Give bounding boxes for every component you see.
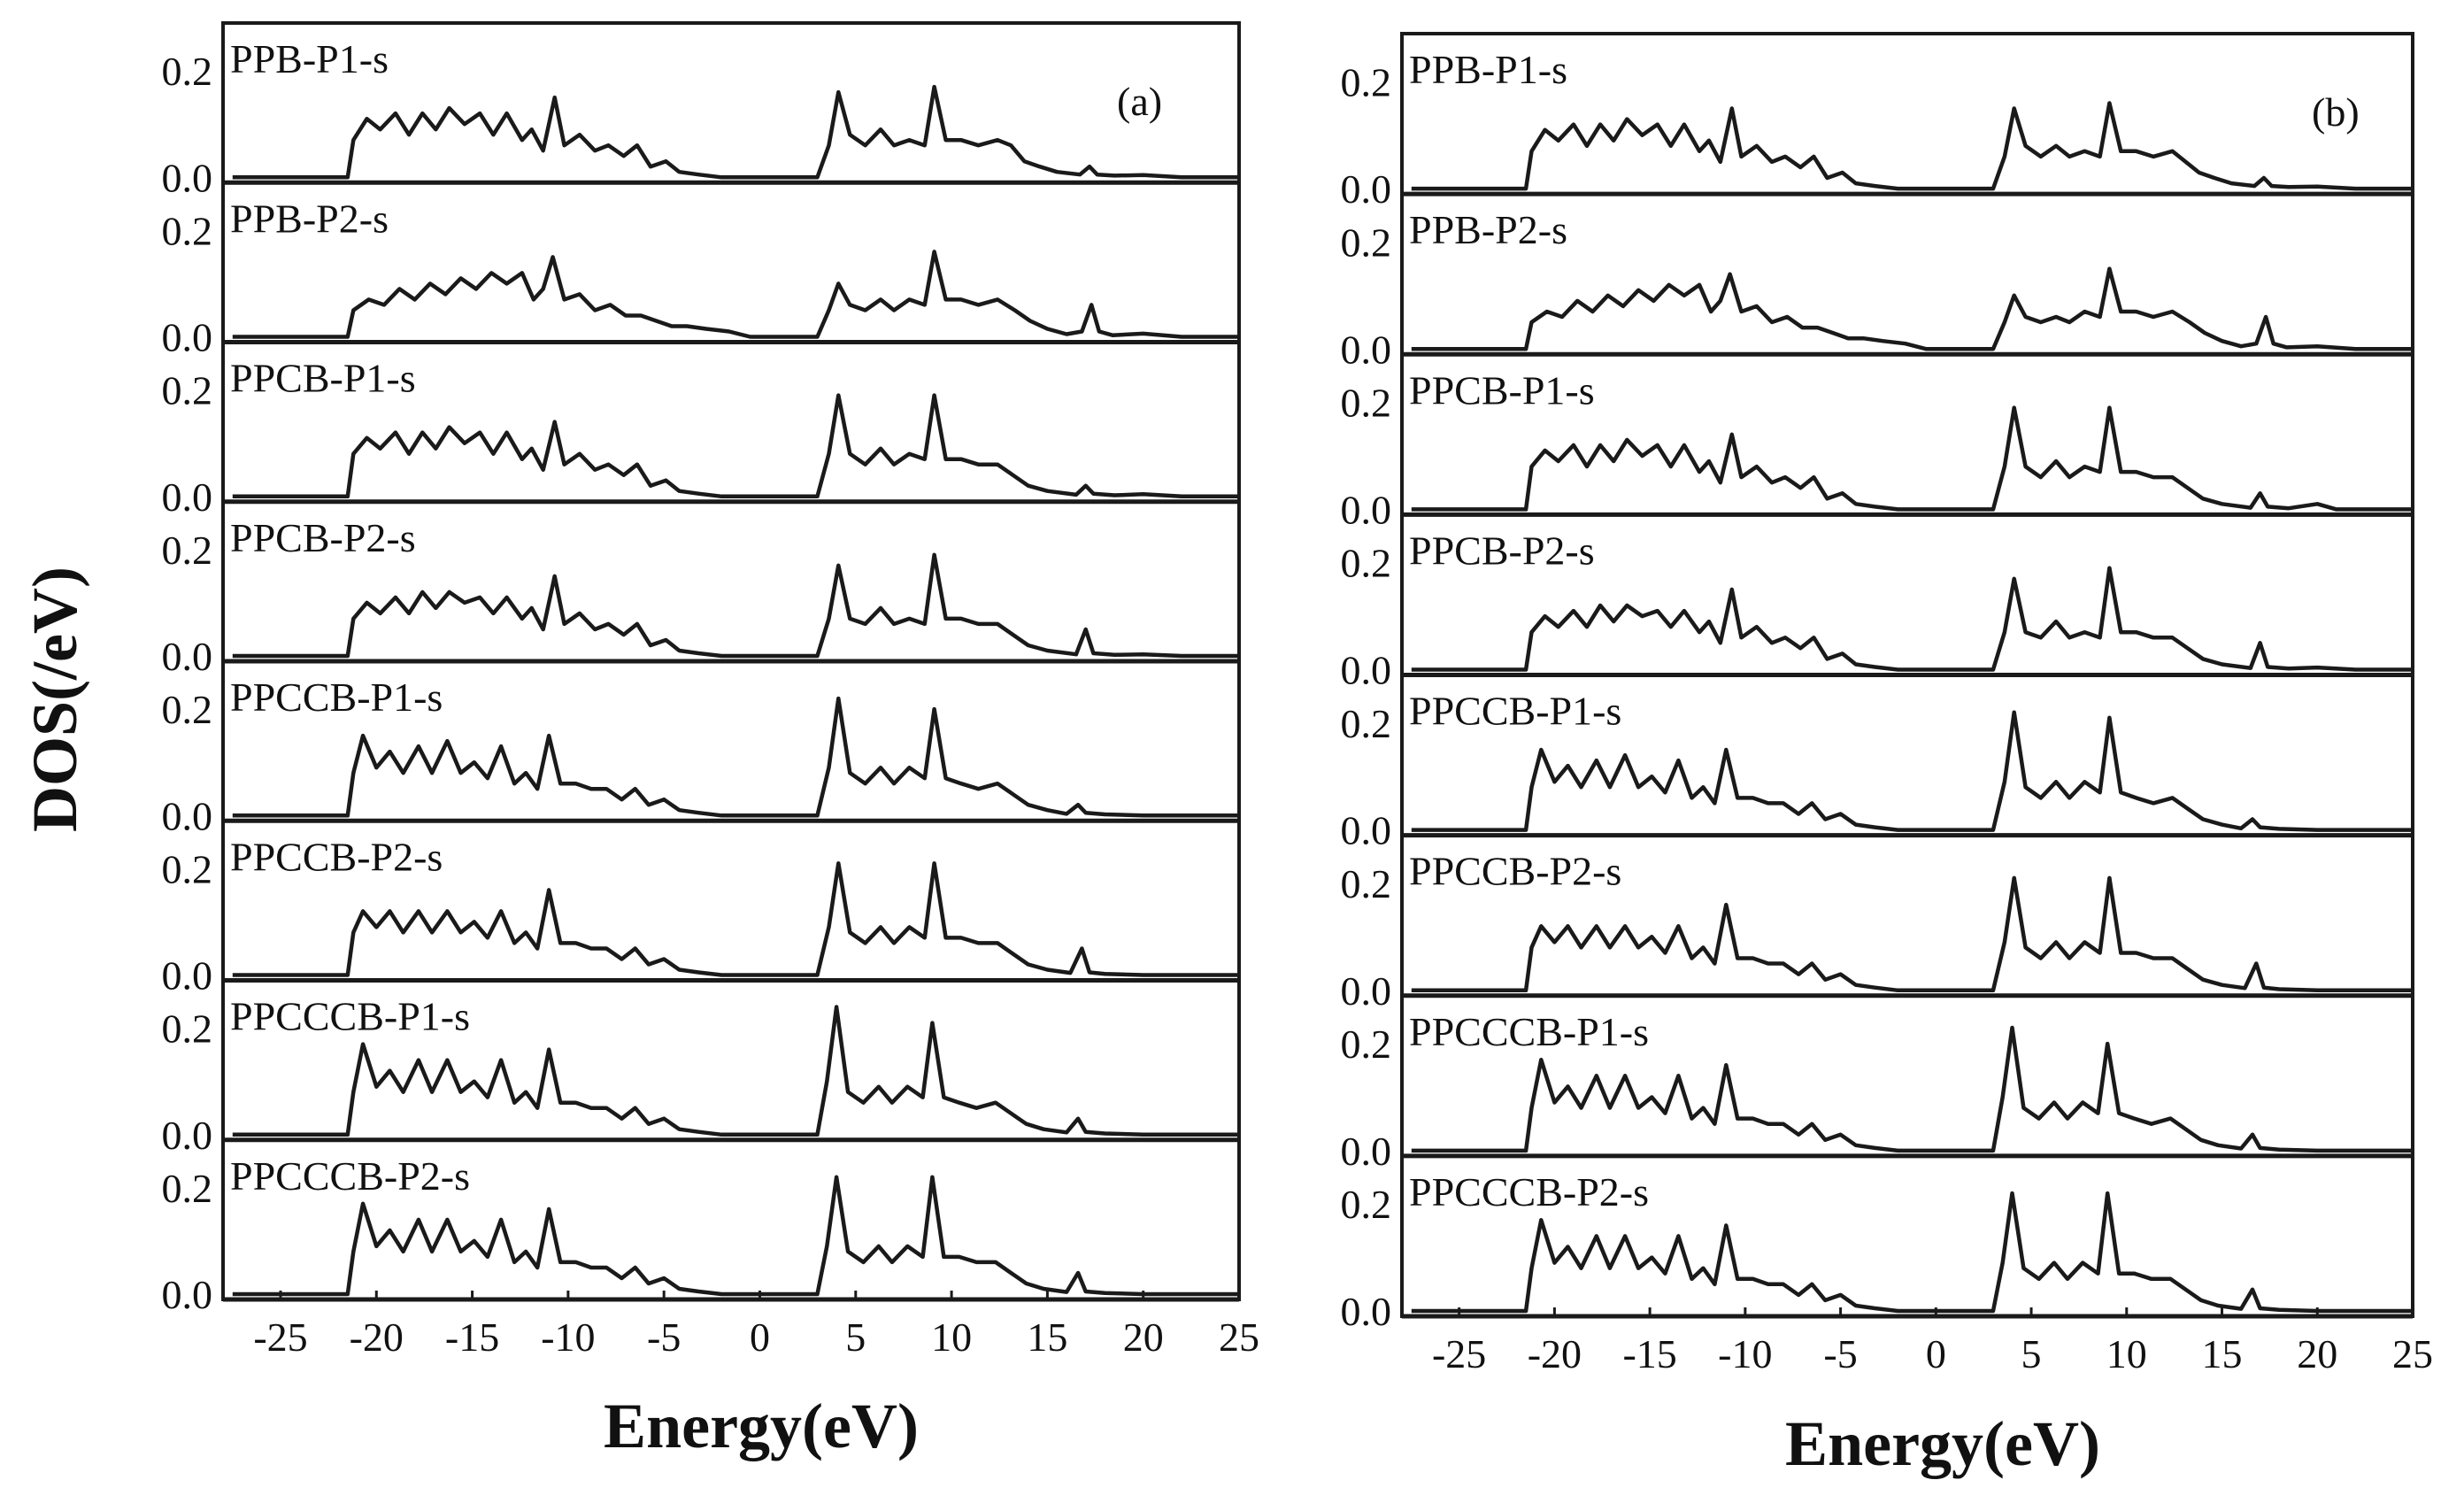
dos-trace	[232, 393, 1239, 499]
dos-trace	[1411, 101, 2413, 191]
y-tick-label: 0.0	[1341, 166, 1392, 212]
x-tick-label: 15	[2202, 1331, 2243, 1376]
y-tick-label: 0.2	[1341, 701, 1392, 746]
x-tick-label: 10	[2106, 1331, 2147, 1376]
dos-trace	[1411, 875, 2413, 993]
panel-a: PPB-P1-s 0.0 0.2 PPB-P2-s 0.0 0.2 PPCB-P1-s 0.0…	[162, 21, 1259, 1360]
y-tick-label: 0.0	[162, 474, 213, 520]
y-tick-label: 0.0	[1341, 1129, 1392, 1174]
dos-trace	[1411, 710, 2413, 832]
subplot-label: PPCB-P2-s	[1409, 528, 1595, 573]
x-tick-label: 20	[1123, 1314, 1164, 1360]
y-axis-title: DOS(/eV)	[19, 567, 90, 832]
y-tick-label: 0.2	[1341, 541, 1392, 586]
y-tick-label: 0.0	[162, 1113, 213, 1158]
subplot-label: PPCB-P1-s	[230, 356, 416, 401]
subplot-label: PPB-P1-s	[1409, 47, 1567, 92]
y-tick-label: 0.0	[1341, 327, 1392, 372]
dos-trace	[1411, 1191, 2413, 1314]
dos-trace	[1411, 266, 2413, 351]
dos-trace	[232, 552, 1239, 659]
x-tick-label: -20	[1528, 1331, 1582, 1376]
x-tick-label: -20	[350, 1314, 404, 1360]
y-tick-label: 0.0	[1341, 968, 1392, 1014]
x-tick-label: 25	[2392, 1331, 2433, 1376]
x-tick-label: -10	[1718, 1331, 1772, 1376]
x-tick-label: 5	[845, 1314, 866, 1360]
x-tick-label: -25	[1432, 1331, 1486, 1376]
x-tick-label: 0	[1926, 1331, 1946, 1376]
x-axis-title-b: Energy(eV)	[1785, 1408, 2100, 1479]
dos-trace	[232, 84, 1239, 180]
y-tick-label: 0.2	[1341, 1021, 1392, 1067]
panel-b: PPB-P1-s 0.0 0.2 PPB-P2-s 0.0 0.2 PPCB-P1-s 0.0…	[1341, 32, 2433, 1376]
subplot-label: PPCB-P1-s	[1409, 367, 1595, 412]
plot-frame	[1400, 32, 2414, 1318]
dos-trace	[232, 250, 1239, 339]
plot-frame	[221, 21, 1241, 1301]
y-tick-label: 0.2	[162, 368, 213, 413]
subplot-label: PPCCB-P2-s	[1409, 849, 1621, 894]
y-tick-label: 0.2	[162, 528, 213, 573]
y-tick-label: 0.0	[162, 155, 213, 200]
subplot-label: PPCCB-P1-s	[230, 675, 443, 720]
y-tick-label: 0.2	[162, 1006, 213, 1052]
y-tick-label: 0.2	[162, 687, 213, 732]
dos-trace	[232, 861, 1239, 977]
y-tick-label: 0.2	[1341, 59, 1392, 104]
y-tick-label: 0.0	[1341, 808, 1392, 853]
x-tick-label: -15	[1622, 1331, 1676, 1376]
subplot-label: PPCCCB-P2-s	[1409, 1169, 1649, 1214]
y-tick-label: 0.2	[162, 1166, 213, 1211]
y-tick-label: 0.0	[162, 793, 213, 838]
x-tick-label: -5	[647, 1314, 681, 1360]
dos-trace	[1411, 566, 2413, 672]
subplot-label: PPCB-P2-s	[230, 515, 416, 560]
y-tick-label: 0.2	[1341, 381, 1392, 426]
y-tick-label: 0.0	[162, 634, 213, 679]
subplot-label: PPCCCB-P2-s	[230, 1153, 470, 1199]
y-tick-label: 0.2	[1341, 861, 1392, 906]
subplot-label: PPB-P2-s	[1409, 207, 1567, 252]
subplot-label: PPB-P2-s	[230, 196, 389, 241]
subplot-label: PPCCB-P1-s	[1409, 689, 1621, 734]
x-tick-label: 20	[2297, 1331, 2337, 1376]
y-tick-label: 0.2	[162, 846, 213, 891]
x-tick-label: -25	[253, 1314, 307, 1360]
dos-trace	[232, 1005, 1239, 1137]
y-tick-label: 0.2	[162, 49, 213, 94]
subplot-label: PPB-P1-s	[230, 36, 389, 81]
x-tick-label: -15	[445, 1314, 499, 1360]
y-tick-label: 0.0	[162, 315, 213, 360]
x-tick-label: -5	[1823, 1331, 1857, 1376]
dos-trace	[232, 696, 1239, 818]
dos-trace	[1411, 405, 2413, 512]
x-tick-label: 0	[750, 1314, 770, 1360]
x-tick-label: -10	[541, 1314, 595, 1360]
x-axis-title-a: Energy(eV)	[604, 1391, 919, 1461]
y-tick-label: 0.0	[1341, 1289, 1392, 1334]
y-tick-label: 0.2	[1341, 220, 1392, 265]
y-tick-label: 0.0	[162, 953, 213, 998]
subplot-label: PPCCCB-P1-s	[1409, 1009, 1649, 1054]
x-tick-label: 5	[2021, 1331, 2042, 1376]
x-tick-label: 25	[1219, 1314, 1259, 1360]
y-tick-label: 0.0	[1341, 487, 1392, 532]
x-tick-label: 15	[1027, 1314, 1067, 1360]
y-tick-label: 0.2	[1341, 1182, 1392, 1227]
dos-trace	[1411, 1025, 2413, 1153]
subplot-label: PPCCCB-P1-s	[230, 994, 470, 1039]
dos-trace	[232, 1175, 1239, 1297]
panel-label-b: (b)	[2312, 89, 2360, 135]
y-tick-label: 0.0	[1341, 648, 1392, 693]
subplot-label: PPCCB-P2-s	[230, 834, 443, 879]
y-tick-label: 0.2	[162, 208, 213, 253]
panel-label-a: (a)	[1117, 79, 1162, 124]
y-tick-label: 0.0	[162, 1272, 213, 1317]
x-tick-label: 10	[931, 1314, 972, 1360]
